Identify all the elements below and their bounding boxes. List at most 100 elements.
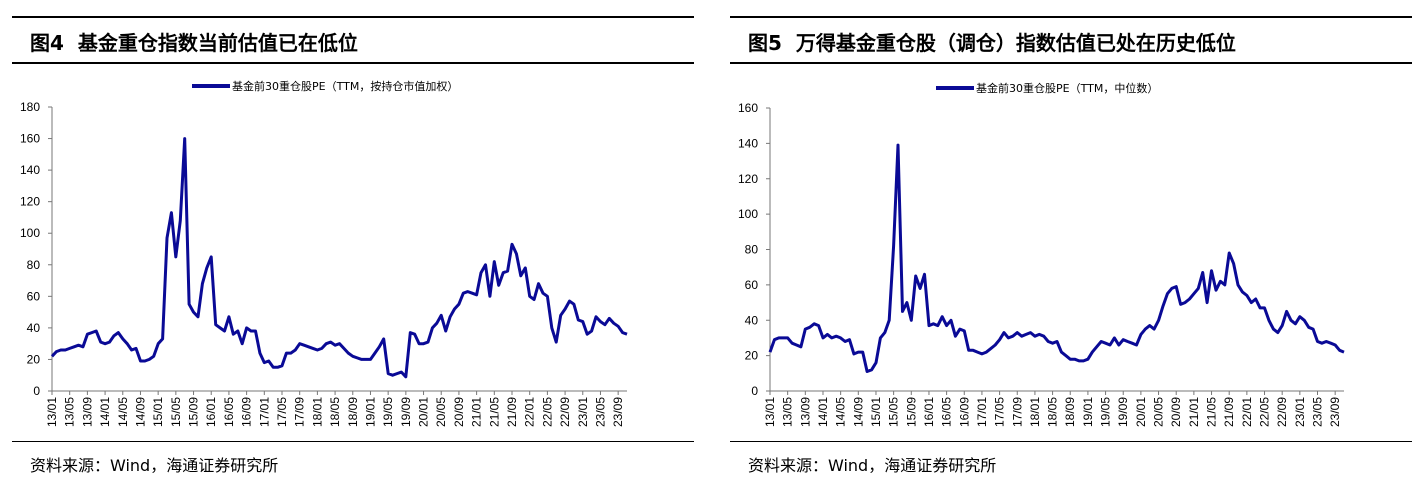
x-tick-label: 23/05 <box>1311 397 1325 427</box>
x-tick-label: 13/09 <box>80 397 94 427</box>
x-tick-label: 18/05 <box>328 397 342 427</box>
chart-figure-5: 0 20 40 60 80 100 120 140 160 13/01 13/05 13/09 14/0… <box>738 81 1345 427</box>
x-tick-label: 17/01 <box>975 397 989 427</box>
bottom-rule <box>730 441 1412 442</box>
x-tick-label: 15/01 <box>151 397 165 427</box>
figure-title: 图5 万得基金重仓股（调仓）指数估值已处在历史低位 <box>748 31 1236 55</box>
source-note: 资料来源：Wind，海通证券研究所 <box>748 456 997 475</box>
x-tick-label: 20/09 <box>452 397 466 427</box>
x-tick-label: 13/01 <box>45 397 59 427</box>
x-tick-label: 14/09 <box>851 397 865 427</box>
x-tick-label: 15/09 <box>904 397 918 427</box>
x-tick-label: 18/01 <box>310 397 324 427</box>
legend-label: 基金前30重仓股PE（TTM，按持仓市值加权） <box>232 79 458 93</box>
x-tick-label: 17/09 <box>1010 397 1024 427</box>
x-tick-label: 17/01 <box>257 397 271 427</box>
x-tick-label: 14/09 <box>133 397 147 427</box>
y-tick-label: 0 <box>33 384 40 398</box>
y-tick-label: 0 <box>751 384 758 398</box>
x-tick-label: 19/05 <box>381 397 395 427</box>
y-tick-label: 160 <box>738 101 758 115</box>
x-tick-label: 21/09 <box>505 397 519 427</box>
x-tick-label: 20/09 <box>1169 397 1183 427</box>
x-tick-label: 23/09 <box>611 397 625 427</box>
x-tick-label: 15/01 <box>869 397 883 427</box>
x-tick-label: 22/01 <box>523 397 537 427</box>
x-tick-label: 18/09 <box>1063 397 1077 427</box>
bottom-rule <box>12 441 694 442</box>
x-tick-label: 13/01 <box>763 397 777 427</box>
figure-title: 图4 基金重仓指数当前估值已在低位 <box>30 31 358 55</box>
x-tick-label: 21/01 <box>470 397 484 427</box>
x-tick-label: 18/01 <box>1028 397 1042 427</box>
top-rule <box>12 16 694 18</box>
x-tick-label: 22/05 <box>1258 397 1272 427</box>
y-tick-label: 180 <box>20 100 40 114</box>
x-tick-label: 19/09 <box>1116 397 1130 427</box>
top-rule <box>730 16 1412 18</box>
x-tick-label: 22/05 <box>540 397 554 427</box>
x-tick-label: 18/09 <box>346 397 360 427</box>
x-tick-label: 21/09 <box>1222 397 1236 427</box>
x-tick-label: 23/01 <box>576 397 590 427</box>
x-tick-label: 17/09 <box>293 397 307 427</box>
title-rule <box>730 62 1412 64</box>
x-tick-label: 19/01 <box>363 397 377 427</box>
y-tick-label: 80 <box>745 243 759 257</box>
legend-label: 基金前30重仓股PE（TTM，中位数） <box>976 81 1158 95</box>
x-tick-label: 14/05 <box>834 397 848 427</box>
y-tick-label: 60 <box>745 278 759 292</box>
x-tick-label: 15/09 <box>187 397 201 427</box>
x-tick-label: 16/01 <box>204 397 218 427</box>
y-tick-label: 40 <box>745 313 759 327</box>
y-tick-label: 100 <box>20 226 40 240</box>
x-tick-label: 16/01 <box>922 397 936 427</box>
x-tick-label: 17/05 <box>275 397 289 427</box>
x-tick-label: 17/05 <box>993 397 1007 427</box>
x-tick-label: 21/01 <box>1187 397 1201 427</box>
x-tick-label: 22/09 <box>1275 397 1289 427</box>
x-tick-label: 14/01 <box>816 397 830 427</box>
x-tick-label: 18/05 <box>1046 397 1060 427</box>
x-tick-label: 20/05 <box>434 397 448 427</box>
y-tick-label: 40 <box>27 321 41 335</box>
x-tick-label: 21/05 <box>1205 397 1219 427</box>
y-tick-label: 120 <box>20 195 40 209</box>
x-tick-label: 20/01 <box>417 397 431 427</box>
x-tick-label: 19/05 <box>1099 397 1113 427</box>
x-tick-label: 15/05 <box>169 397 183 427</box>
x-tick-label: 16/05 <box>940 397 954 427</box>
chart-figure-4: 0 20 40 60 80 100 120 140 160 180 13/01 13/05 13/09 1… <box>20 79 628 427</box>
y-tick-label: 160 <box>20 132 40 146</box>
x-tick-label: 15/05 <box>887 397 901 427</box>
x-tick-label: 19/09 <box>399 397 413 427</box>
y-tick-label: 140 <box>738 136 758 150</box>
y-tick-label: 140 <box>20 163 40 177</box>
y-tick-label: 20 <box>745 349 759 363</box>
source-note: 资料来源：Wind，海通证券研究所 <box>30 456 279 475</box>
x-tick-label: 13/05 <box>63 397 77 427</box>
figure-5-panel: 图5 万得基金重仓股（调仓）指数估值已处在历史低位 0 20 40 60 80 100 12… <box>718 0 1412 493</box>
title-rule <box>12 62 694 64</box>
x-tick-label: 23/01 <box>1293 397 1307 427</box>
x-tick-label: 22/01 <box>1240 397 1254 427</box>
figure-4-panel: 图4 基金重仓指数当前估值已在低位 0 20 40 60 80 100 120 140 160 1… <box>0 0 694 493</box>
x-tick-label: 14/05 <box>116 397 130 427</box>
y-tick-label: 80 <box>27 258 41 272</box>
x-tick-label: 23/05 <box>593 397 607 427</box>
y-tick-label: 60 <box>27 289 41 303</box>
x-tick-label: 16/05 <box>222 397 236 427</box>
x-tick-label: 21/05 <box>487 397 501 427</box>
x-tick-label: 19/01 <box>1081 397 1095 427</box>
y-tick-label: 120 <box>738 172 758 186</box>
x-tick-label: 20/05 <box>1152 397 1166 427</box>
x-tick-label: 16/09 <box>240 397 254 427</box>
x-tick-label: 22/09 <box>558 397 572 427</box>
x-tick-label: 14/01 <box>98 397 112 427</box>
x-tick-label: 16/09 <box>957 397 971 427</box>
x-tick-label: 13/09 <box>798 397 812 427</box>
y-tick-label: 100 <box>738 207 758 221</box>
y-tick-label: 20 <box>27 352 41 366</box>
x-tick-label: 13/05 <box>781 397 795 427</box>
pe-series-line <box>768 143 1345 373</box>
